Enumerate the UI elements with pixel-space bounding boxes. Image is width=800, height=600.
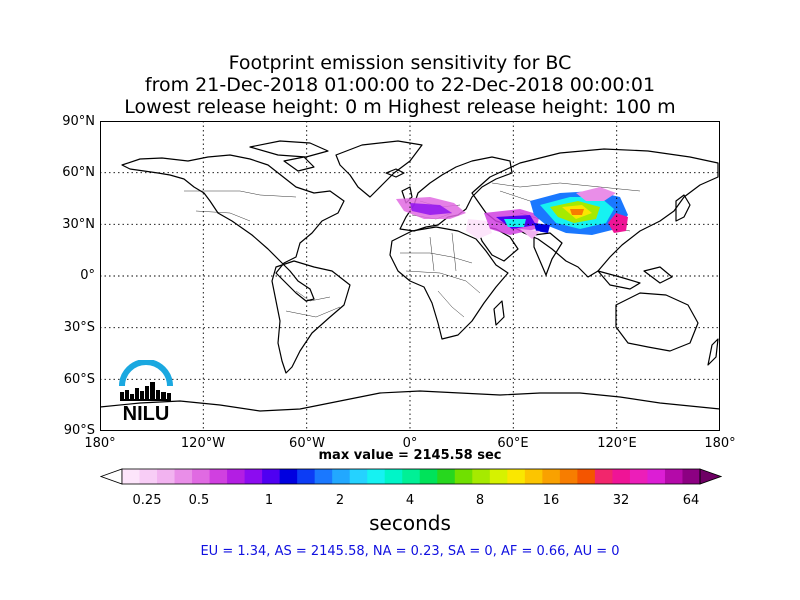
lat-label-eq: 0° — [80, 268, 95, 283]
colorbar-frame — [121, 468, 701, 485]
colorbar-cell — [664, 469, 683, 484]
colorbar-cell — [279, 469, 298, 484]
colorbar-cell — [367, 469, 386, 484]
lon-label-120e: 120°E — [597, 436, 637, 451]
colorbar-cell — [542, 469, 561, 484]
colorbar-cell — [349, 469, 368, 484]
colorbar-cell — [524, 469, 543, 484]
colorbar-extend-low — [100, 468, 123, 485]
lat-label-60n: 60°N — [62, 165, 95, 180]
colorbar — [100, 468, 722, 485]
colorbar-cell — [227, 469, 246, 484]
nilu-logo-skyline — [120, 382, 171, 401]
colorbar-tick-0: 0.25 — [132, 493, 162, 508]
colorbar-cell — [647, 469, 666, 484]
colorbar-tick-8: 64 — [682, 493, 700, 508]
lat-label-90n: 90°N — [62, 114, 95, 129]
map-frame — [100, 121, 720, 431]
colorbar-tick-3: 2 — [335, 493, 345, 508]
colorbar-cell — [174, 469, 193, 484]
nilu-logo-ring — [119, 360, 173, 387]
max-value-label: max value = 2145.58 sec — [318, 448, 502, 463]
lon-label-60w: 60°W — [289, 436, 325, 451]
map-title-line-3: Lowest release height: 0 m Highest relea… — [124, 96, 676, 118]
colorbar-cell — [122, 469, 141, 484]
colorbar-cell — [209, 469, 228, 484]
colorbar-cell — [682, 469, 701, 484]
colorbar-cell — [437, 469, 456, 484]
colorbar-cell — [472, 469, 491, 484]
nilu-logo: NILU — [119, 360, 173, 422]
lat-label-30s: 30°S — [63, 320, 95, 335]
colorbar-cell — [629, 469, 648, 484]
colorbar-cell — [612, 469, 631, 484]
colorbar-cell — [559, 469, 578, 484]
colorbar-units-label: seconds — [369, 511, 451, 535]
colorbar-cell — [332, 469, 351, 484]
lat-label-90s: 90°S — [63, 423, 95, 438]
colorbar-extend-high — [699, 468, 722, 485]
colorbar-cell — [489, 469, 508, 484]
lon-label-180e: 180° — [704, 436, 736, 451]
colorbar-cell — [507, 469, 526, 484]
colorbar-cell — [577, 469, 596, 484]
colorbar-cell — [192, 469, 211, 484]
colorbar-tick-2: 1 — [264, 493, 274, 508]
world-map — [100, 121, 720, 431]
colorbar-cell — [419, 469, 438, 484]
colorbar-tick-1: 0.5 — [188, 493, 210, 508]
map-title-line-1: Footprint emission sensitivity for BC — [228, 52, 572, 74]
lon-label-0: 0° — [402, 436, 418, 451]
colorbar-tick-5: 8 — [475, 493, 485, 508]
lon-label-60e: 60°E — [497, 436, 529, 451]
colorbar-cell — [157, 469, 176, 484]
lat-label-60s: 60°S — [63, 372, 95, 387]
colorbar-cell — [594, 469, 613, 484]
colorbar-cell — [262, 469, 281, 484]
lon-label-180w: 180° — [84, 436, 116, 451]
nilu-logo-text: NILU — [123, 403, 170, 422]
colorbar-cell — [402, 469, 421, 484]
colorbar-cell — [139, 469, 158, 484]
colorbar-cell — [297, 469, 316, 484]
colorbar-cell — [244, 469, 263, 484]
colorbar-tick-6: 16 — [542, 493, 560, 508]
colorbar-cell — [314, 469, 333, 484]
graticule — [100, 121, 720, 431]
lat-label-30n: 30°N — [62, 217, 95, 232]
colorbar-cell — [454, 469, 473, 484]
colorbar-tick-4: 4 — [405, 493, 415, 508]
colorbar-cell — [384, 469, 403, 484]
lon-label-120w: 120°W — [180, 436, 226, 451]
colorbar-tick-7: 32 — [612, 493, 630, 508]
regional-stats: EU = 1.34, AS = 2145.58, NA = 0.23, SA =… — [200, 544, 620, 559]
map-title-line-2: from 21-Dec-2018 01:00:00 to 22-Dec-2018… — [144, 74, 656, 96]
